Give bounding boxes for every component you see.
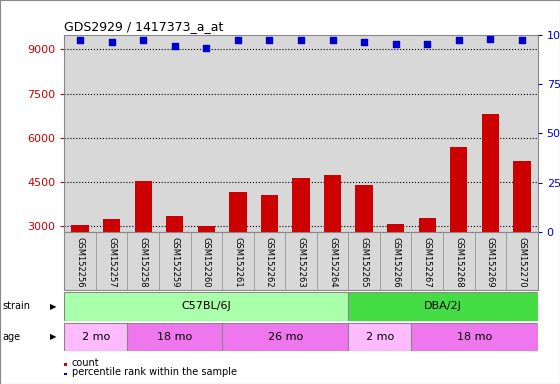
Text: GSM152259: GSM152259 [170,237,179,288]
Point [76,37,85,43]
Text: 18 mo: 18 mo [157,332,193,342]
Text: ▶: ▶ [49,302,56,311]
Text: GSM152270: GSM152270 [517,237,526,288]
Text: GSM152266: GSM152266 [391,237,400,288]
Bar [324,175,341,232]
Text: GSM152261: GSM152261 [234,237,242,288]
Point [391,41,400,48]
Bar [72,225,89,232]
Point [328,37,337,43]
Point [517,37,526,43]
Bar [103,219,120,232]
Text: GSM152262: GSM152262 [265,237,274,288]
Text: 2 mo: 2 mo [82,332,110,342]
Text: age: age [3,332,21,342]
Bar [450,147,468,232]
Text: GDS2929 / 1417373_a_at: GDS2929 / 1417373_a_at [64,20,224,33]
Point [297,37,306,43]
Text: C57BL/6J: C57BL/6J [181,301,231,311]
Bar [198,226,215,232]
Point [486,35,495,41]
Point [454,37,463,43]
Bar [229,192,246,232]
Text: GSM152260: GSM152260 [202,237,211,288]
Text: 2 mo: 2 mo [366,332,394,342]
Bar [292,178,310,232]
Text: GSM152258: GSM152258 [139,237,148,288]
Bar [418,218,436,232]
Bar [64,323,128,351]
Text: strain: strain [3,301,31,311]
Bar [166,216,184,232]
Bar [222,323,348,351]
Text: 26 mo: 26 mo [268,332,303,342]
Point [234,37,242,43]
Text: GSM152264: GSM152264 [328,237,337,288]
Text: GSM152265: GSM152265 [360,237,368,288]
Text: ▶: ▶ [49,333,56,341]
Bar [412,323,538,351]
Point [108,40,116,46]
Text: GSM152267: GSM152267 [423,237,432,288]
Point [170,43,179,50]
Text: percentile rank within the sample: percentile rank within the sample [72,367,236,377]
Text: GSM152263: GSM152263 [296,237,306,288]
Bar [134,180,152,232]
Text: GSM152257: GSM152257 [107,237,116,288]
Point [139,37,148,43]
Bar [261,195,278,232]
Bar [482,114,499,232]
Text: 18 mo: 18 mo [457,332,492,342]
Text: GSM152269: GSM152269 [486,237,495,288]
Bar [128,323,222,351]
Bar [348,323,412,351]
Bar [387,224,404,232]
Text: GSM152256: GSM152256 [76,237,85,288]
Point [265,37,274,43]
Text: GSM152268: GSM152268 [454,237,463,288]
Point [360,40,368,46]
Point [202,45,211,51]
Bar [64,292,348,321]
Bar [348,292,538,321]
Text: DBA/2J: DBA/2J [424,301,462,311]
Bar [356,185,373,232]
Bar [513,162,530,232]
Point [423,41,432,48]
Text: count: count [72,358,99,368]
